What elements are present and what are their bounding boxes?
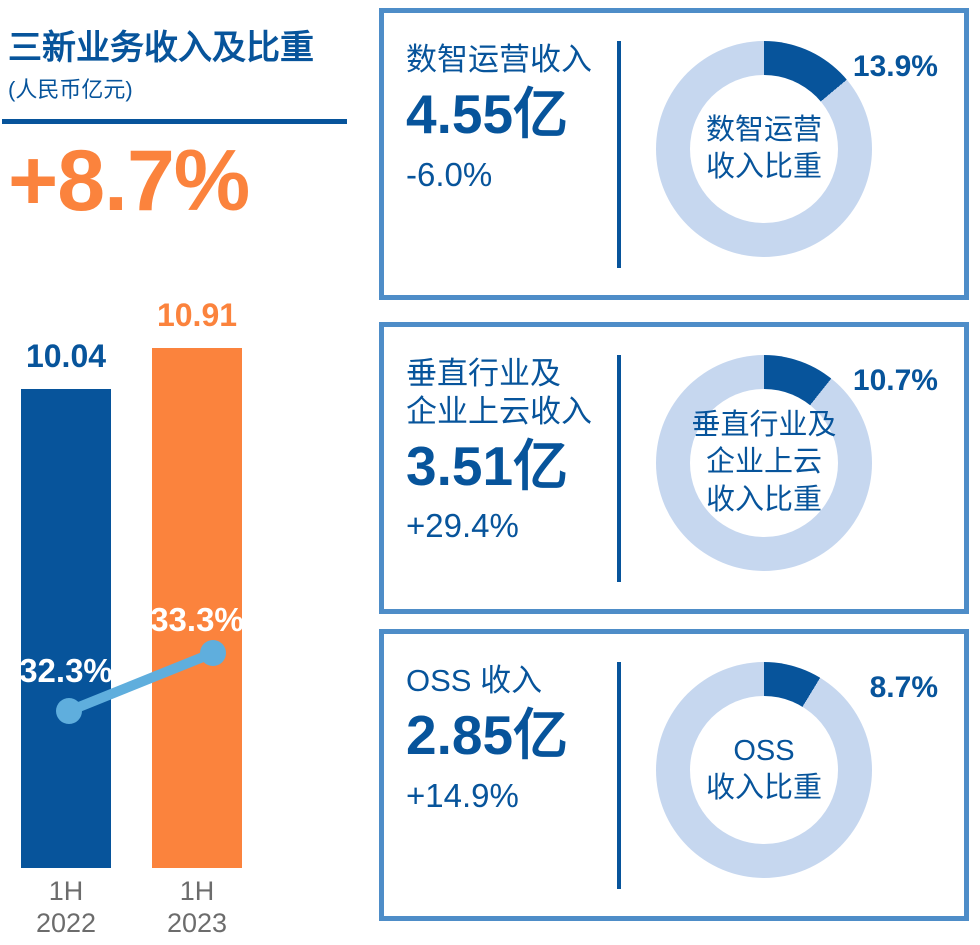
x-axis-label-1h2022: 1H 2022 — [21, 875, 111, 940]
x-axis-label-line: 1H — [48, 876, 84, 906]
donut-chart-oss: OSS 收入比重 — [656, 662, 872, 878]
card-amount: 3.51亿 — [406, 434, 569, 497]
card-divider — [617, 355, 621, 582]
donut-center-line: 企业上云 — [705, 446, 822, 479]
x-axis-label-1h2023: 1H 2023 — [152, 875, 242, 940]
card-amount: 4.55亿 — [406, 82, 569, 145]
donut-center-line: 收入比重 — [705, 483, 822, 516]
title-underline — [2, 119, 347, 124]
donut-share-value: 10.7% — [852, 364, 938, 397]
card-text-block: OSS 收入 2.85亿 +14.9% — [406, 662, 618, 815]
card-divider — [617, 41, 621, 268]
card-change: +29.4% — [406, 507, 519, 545]
revenue-bar-chart: 10.04 10.91 32.3% 33.3% 1H 2022 1H 2023 — [0, 297, 365, 945]
card-oss: OSS 收入 2.85亿 +14.9% OSS 收入比重 8.7% — [379, 629, 969, 921]
bar-value-1h2022: 10.04 — [25, 338, 107, 374]
card-amount: 2.85亿 — [406, 703, 569, 766]
page-title: 三新业务收入及比重 — [8, 29, 314, 67]
donut-center-label: 垂直行业及 企业上云 收入比重 — [691, 407, 836, 518]
card-divider — [617, 662, 621, 889]
donut-hole: OSS 收入比重 — [690, 696, 838, 844]
card-heading: OSS 收入 — [406, 662, 618, 700]
donut-chart-vertical-cloud: 垂直行业及 企业上云 收入比重 — [656, 355, 872, 571]
card-heading: 垂直行业及 企业上云收入 — [406, 355, 618, 431]
x-axis-label-line: 2022 — [35, 908, 97, 939]
card-digital-operations: 数智运营收入 4.55亿 -6.0% 数智运营 收入比重 13.9% — [379, 8, 969, 300]
share-label-1h2022: 32.3% — [19, 652, 113, 689]
x-axis-label-line: 2023 — [166, 908, 228, 939]
metric-cards: 数智运营收入 4.55亿 -6.0% 数智运营 收入比重 13.9% 垂直行业及 — [379, 8, 969, 921]
unit-label: (人民币亿元) — [8, 77, 133, 102]
donut-hole: 数智运营 收入比重 — [690, 75, 838, 223]
bar-value-1h2023: 10.91 — [156, 297, 238, 333]
donut-center-line: 垂直行业及 — [691, 409, 837, 442]
donut-share-value: 8.7% — [869, 671, 938, 704]
total-growth-value: +8.7% — [8, 133, 250, 229]
summary-panel: 三新业务收入及比重 (人民币亿元) +8.7% 10.04 10.91 32.3… — [0, 0, 365, 945]
card-change: +14.9% — [406, 776, 519, 814]
donut-center-line: 收入比重 — [705, 772, 822, 804]
card-change: -6.0% — [406, 155, 493, 193]
bar-1h2022 — [21, 389, 111, 868]
card-heading-line: 企业上云收入 — [406, 393, 592, 429]
donut-center-line: 数智运营 — [705, 113, 822, 146]
card-heading-line: 垂直行业及 — [406, 356, 561, 391]
donut-center-line: OSS — [733, 734, 795, 767]
card-vertical-cloud: 垂直行业及 企业上云收入 3.51亿 +29.4% 垂直行业及 企业上云 收入比… — [379, 322, 969, 614]
donut-center-label: OSS 收入比重 — [706, 733, 822, 807]
bar-1h2023 — [152, 348, 242, 868]
donut-hole: 垂直行业及 企业上云 收入比重 — [690, 389, 838, 537]
donut-center-line: 收入比重 — [705, 151, 822, 183]
donut-center-label: 数智运营 收入比重 — [706, 112, 822, 186]
donut-share-value: 13.9% — [852, 50, 938, 83]
card-heading: 数智运营收入 — [406, 41, 618, 79]
card-heading-line: 数智运营收入 — [406, 42, 592, 77]
x-axis-label-line: 1H — [179, 876, 215, 906]
share-label-1h2023: 33.3% — [150, 601, 244, 638]
donut-chart-digital-operations: 数智运营 收入比重 — [656, 41, 872, 257]
card-text-block: 垂直行业及 企业上云收入 3.51亿 +29.4% — [406, 355, 618, 545]
card-heading-line: OSS 收入 — [406, 663, 543, 698]
card-text-block: 数智运营收入 4.55亿 -6.0% — [406, 41, 618, 194]
